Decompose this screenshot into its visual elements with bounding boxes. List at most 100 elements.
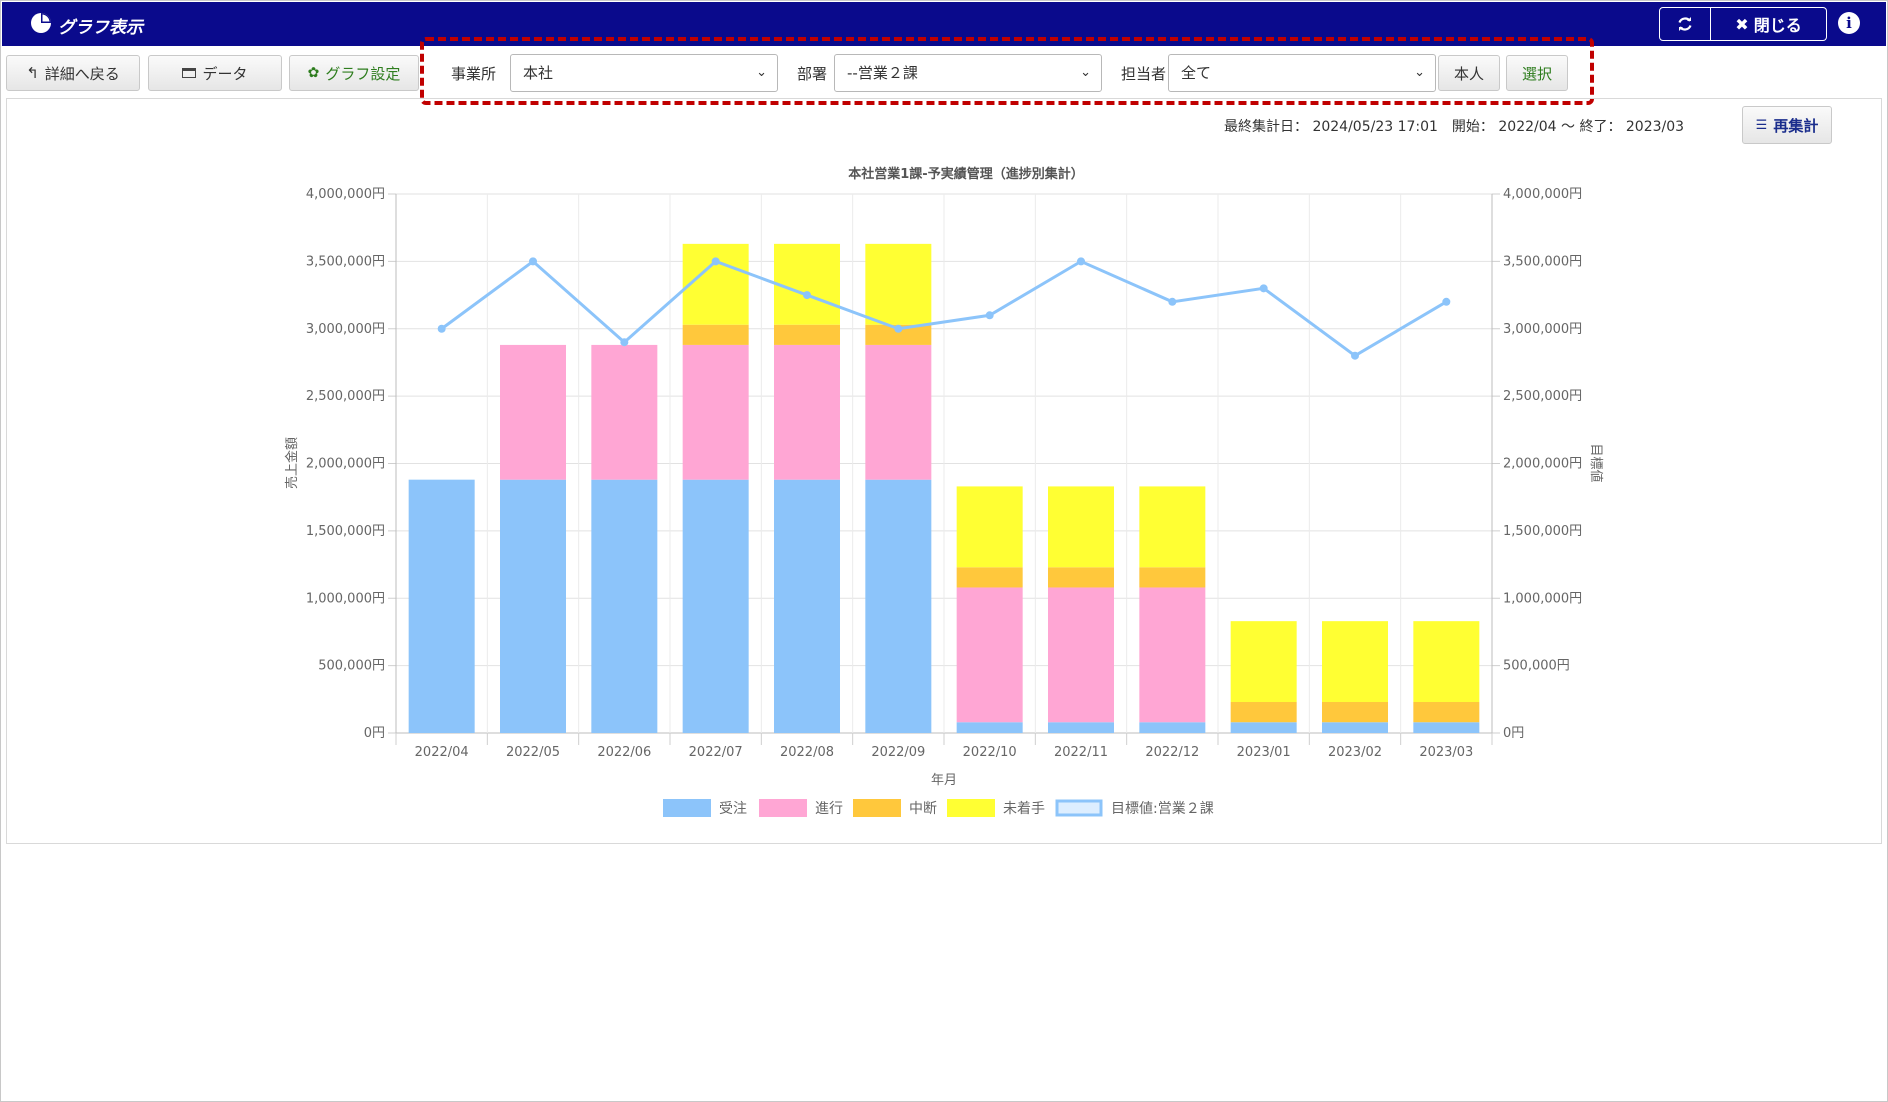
- data-button[interactable]: データ: [148, 55, 282, 91]
- bar-segment: [500, 479, 566, 733]
- target-point: [1351, 351, 1359, 360]
- target-point: [1168, 297, 1177, 306]
- bar-segment: [1413, 702, 1480, 723]
- bar-segment: [774, 243, 840, 325]
- bar-segment: [956, 587, 1023, 723]
- department-select[interactable]: --営業２課 ⌄: [834, 54, 1102, 92]
- person-label: 担当者: [1121, 65, 1167, 83]
- department-value: --営業２課: [847, 64, 918, 82]
- info-icon[interactable]: i: [1838, 12, 1860, 34]
- graph-panel: [6, 98, 1882, 844]
- x-tick-label: 2022/09: [871, 745, 925, 760]
- bar-segment: [1322, 702, 1388, 723]
- x-tick-label: 2022/11: [1054, 745, 1108, 760]
- y2-tick-label: 0円: [1503, 726, 1524, 741]
- x-tick-label: 2022/04: [415, 745, 469, 760]
- back-to-detail-button[interactable]: ↰ 詳細へ戻る: [6, 55, 140, 91]
- bar-segment: [1230, 702, 1297, 723]
- target-point: [803, 291, 811, 300]
- refresh-icon: [1678, 17, 1692, 31]
- target-point: [711, 257, 720, 266]
- graph-settings-label: グラフ設定: [325, 64, 401, 83]
- bar-segment: [956, 567, 1023, 588]
- target-point: [985, 311, 994, 320]
- bar-segment: [682, 479, 749, 733]
- bar-segment: [682, 344, 749, 480]
- target-point: [1442, 297, 1451, 306]
- bar-segment: [500, 344, 566, 480]
- target-point: [894, 324, 903, 333]
- bar-segment: [1139, 722, 1206, 733]
- x-tick-label: 2022/05: [506, 745, 560, 760]
- y-tick-label: 0円: [364, 726, 385, 741]
- bar-segment: [591, 344, 658, 480]
- bar-segment: [1139, 587, 1206, 723]
- bar-segment: [1048, 486, 1114, 568]
- chevron-down-icon: ⌄: [756, 65, 767, 80]
- bar-segment: [408, 479, 475, 733]
- y-tick-label: 3,500,000円: [306, 254, 385, 269]
- legend-label: 進行: [815, 801, 843, 817]
- legend-swatch: [1055, 799, 1103, 817]
- y-tick-label: 500,000円: [318, 659, 385, 674]
- target-point: [1259, 284, 1268, 293]
- person-select[interactable]: 全て ⌄: [1168, 54, 1436, 92]
- bar-segment: [774, 479, 840, 733]
- office-value: 本社: [523, 64, 554, 82]
- database-icon: ☰: [1755, 117, 1768, 133]
- self-button[interactable]: 本人: [1438, 55, 1500, 91]
- x-tick-label: 2022/08: [780, 745, 834, 760]
- target-point: [620, 338, 629, 347]
- y-tick-label: 2,000,000円: [306, 457, 385, 472]
- select-label: 選択: [1521, 64, 1552, 83]
- bar-segment: [1322, 621, 1388, 703]
- chart-title: 本社営業1課-予実績管理（進捗別集計）: [848, 166, 1083, 182]
- bar-segment: [865, 324, 932, 345]
- bar-segment: [682, 324, 749, 345]
- close-button[interactable]: ✖ 閉じる: [1711, 7, 1827, 41]
- chevron-down-icon: ⌄: [1414, 65, 1425, 80]
- select-button[interactable]: 選択: [1506, 55, 1568, 91]
- legend-label: 中断: [909, 801, 937, 817]
- y2-tick-label: 1,500,000円: [1503, 524, 1582, 539]
- x-tick-label: 2022/10: [963, 745, 1017, 760]
- department-label: 部署: [797, 65, 828, 83]
- y2-tick-label: 2,500,000円: [1503, 389, 1582, 404]
- target-point: [437, 324, 446, 333]
- recalculate-label: 再集計: [1773, 116, 1819, 135]
- bar-segment: [1139, 567, 1206, 588]
- y-axis-title: 売上金額: [284, 437, 300, 489]
- chevron-down-icon: ⌄: [1080, 65, 1091, 80]
- legend-swatch: [759, 799, 807, 817]
- person-value: 全て: [1181, 64, 1212, 82]
- y2-tick-label: 1,000,000円: [1503, 591, 1582, 606]
- aggregation-info: 最終集計日： 2024/05/23 17:01 開始： 2022/04 ～ 終了…: [1224, 119, 1685, 135]
- graph-settings-button[interactable]: ✿ グラフ設定: [289, 55, 419, 91]
- x-tick-label: 2022/06: [597, 745, 651, 760]
- refresh-button[interactable]: [1659, 7, 1711, 41]
- bar-segment: [1139, 486, 1206, 568]
- bar-segment: [1048, 722, 1114, 733]
- x-tick-label: 2022/12: [1145, 745, 1199, 760]
- y-tick-label: 1,500,000円: [306, 524, 385, 539]
- x-tick-label: 2023/01: [1237, 745, 1291, 760]
- bar-segment: [865, 243, 932, 325]
- y-tick-label: 3,000,000円: [306, 322, 385, 337]
- x-tick-label: 2022/07: [689, 745, 743, 760]
- close-label: 閉じる: [1753, 16, 1802, 35]
- bar-segment: [682, 243, 749, 325]
- y2-tick-label: 3,000,000円: [1503, 322, 1582, 337]
- y-tick-label: 2,500,000円: [306, 389, 385, 404]
- target-point: [1077, 257, 1085, 266]
- bar-segment: [774, 344, 840, 480]
- y-tick-label: 1,000,000円: [306, 591, 385, 606]
- bar-segment: [956, 486, 1023, 568]
- bar-segment: [1048, 587, 1114, 723]
- recalculate-button[interactable]: ☰ 再集計: [1742, 106, 1832, 144]
- target-point: [529, 257, 537, 266]
- x-tick-label: 2023/03: [1419, 745, 1473, 760]
- data-label: データ: [202, 64, 248, 83]
- office-select[interactable]: 本社 ⌄: [510, 54, 778, 92]
- y2-tick-label: 2,000,000円: [1503, 457, 1582, 472]
